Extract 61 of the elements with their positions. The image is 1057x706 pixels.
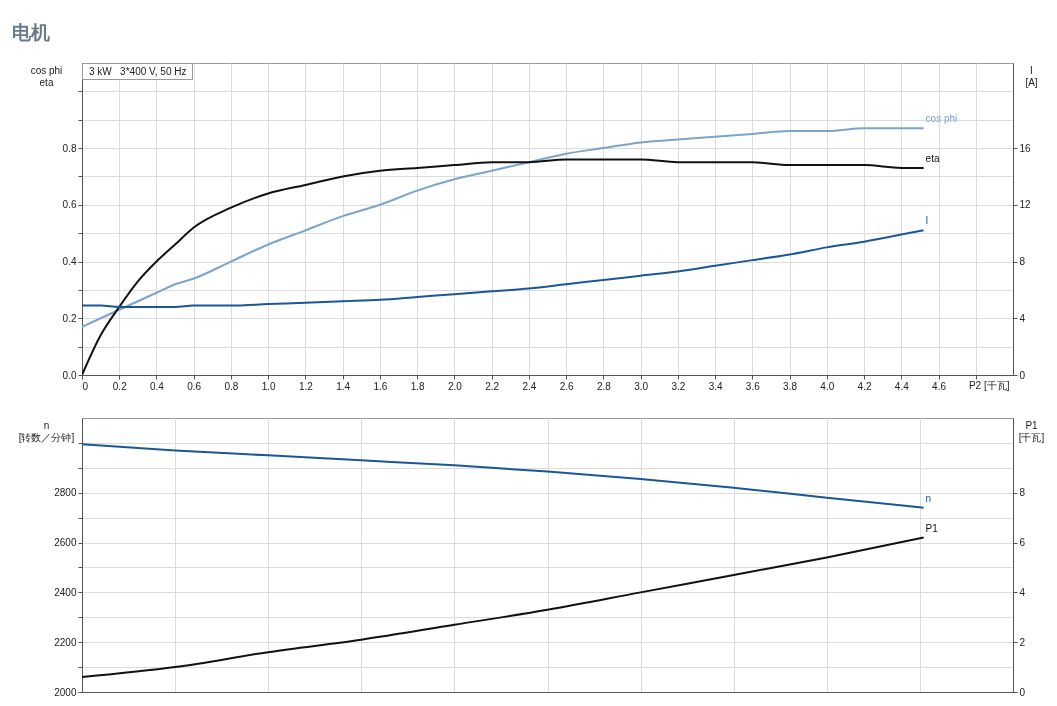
y2-axis-title: P1 [千瓦] [1018,419,1045,443]
x-tick-label: 4.4 [894,380,910,392]
series-label: n [925,492,932,504]
y2-tick-label: 6 [1019,537,1026,549]
y2-axis-title: I [A] [1025,64,1038,88]
x-tick-label: 3.0 [634,380,649,392]
x-axis-title: P2 [千瓦] [968,379,1010,391]
series-label: I [925,215,929,227]
y2-tick-label: 8 [1019,256,1026,268]
x-tick-label: 3.8 [783,380,798,392]
x-tick-label: 2.4 [522,380,537,392]
series-label: eta [925,152,940,164]
y-tick-label: 0.4 [62,256,77,268]
y2-tick-label: 0 [1019,686,1026,698]
x-tick-label: 4.6 [932,380,947,392]
x-tick-label: 2.2 [485,380,500,392]
y-tick-label: 0.2 [62,312,77,324]
line-series [82,229,925,308]
x-tick-label: 1.2 [298,380,314,392]
y2-tick-label: 2 [1019,636,1026,648]
chart-title: 电机 [12,21,50,45]
y-tick-label: 2600 [54,537,77,549]
x-tick-label: 3.2 [671,380,686,392]
y2-tick-label: 4 [1019,586,1026,598]
y-tick-label: 0.8 [62,142,77,154]
x-tick-label: 0.8 [224,380,239,392]
x-tick-label: 0.4 [150,380,165,392]
y-tick-label: 2400 [54,586,77,598]
x-tick-label: 1.4 [336,380,351,392]
x-tick-label: 2.8 [596,380,612,392]
y2-tick-label: 16 [1019,142,1032,154]
y-tick-label: 0.6 [62,199,77,211]
line-series [82,536,925,679]
series-label: cos phi [925,113,958,125]
y2-tick-label: 0 [1019,369,1026,381]
x-tick-label: 3.6 [745,380,761,392]
x-tick-label: 2.6 [559,380,575,392]
y-axis-title: n [转数／分钟] [18,419,75,443]
x-tick-label: 1.8 [410,380,426,392]
y-tick-label: 2000 [54,686,77,698]
y2-tick-label: 8 [1019,487,1026,499]
x-tick-label: 1.6 [373,380,388,392]
series-label: P1 [925,522,939,534]
line-series [82,158,925,375]
y-tick-label: 2200 [54,636,77,648]
x-tick-label: 4.0 [820,380,835,392]
y2-tick-label: 4 [1019,312,1026,324]
x-tick-label: 1.0 [261,380,277,392]
line-series [82,443,925,509]
line-series [82,127,925,328]
x-tick-label: 3.4 [708,380,723,392]
y-tick-label: 2800 [54,487,77,499]
x-tick-label: 2.0 [447,380,463,392]
x-tick-label: 4.2 [857,380,872,392]
x-tick-label: 0.6 [187,380,202,392]
x-tick-label: 0.2 [112,380,128,392]
y-axis-title: cos phi eta [30,64,63,88]
y2-tick-label: 12 [1019,199,1032,211]
annotation: 3 kW 3*400 V, 50 Hz [82,63,194,80]
x-tick-label: 0 [82,380,89,392]
y-tick-label: 0.0 [62,369,77,381]
